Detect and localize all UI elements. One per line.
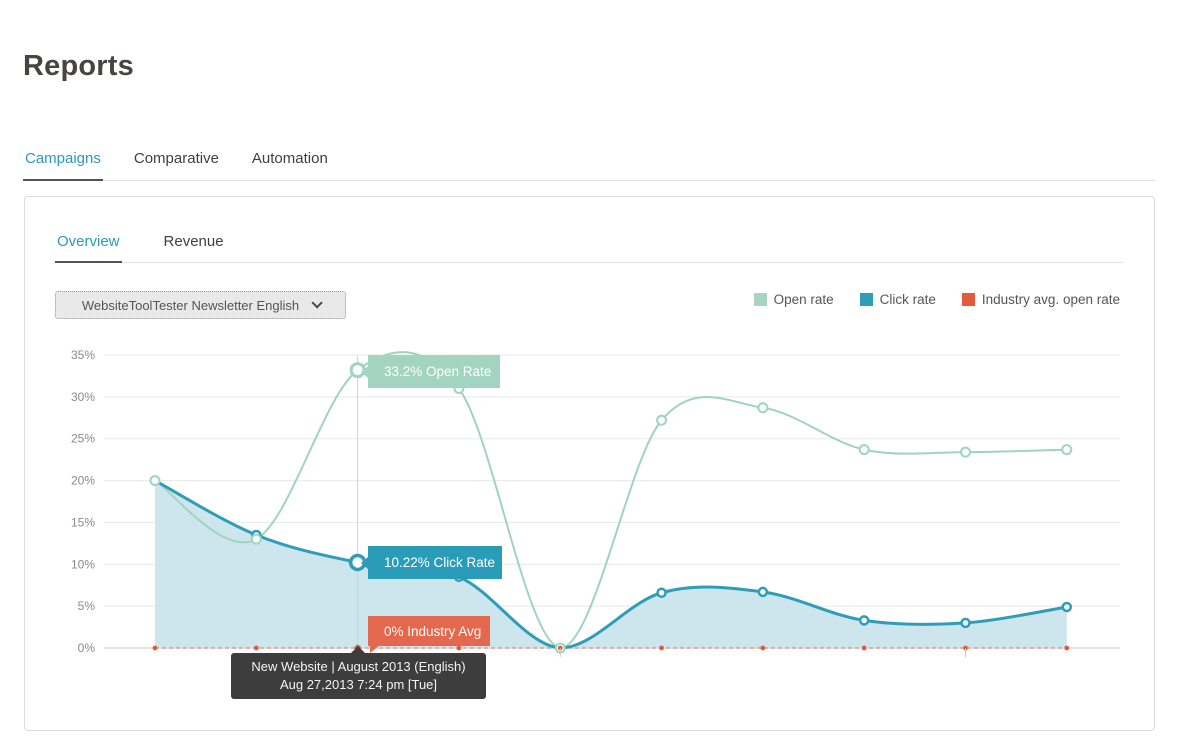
y-axis-label: 15% xyxy=(71,515,95,529)
campaign-chart: 0% 5% 10% 15% 20% 25% 30% 35% 33.2% Open Rate 1… xyxy=(55,340,1135,725)
legend-item-industry-avg[interactable]: Industry avg. open rate xyxy=(961,292,1120,307)
campaign-chart-svg[interactable]: 0% 5% 10% 15% 20% 25% 30% 35% xyxy=(55,340,1135,675)
tab-comparative[interactable]: Comparative xyxy=(133,150,219,167)
y-axis-label: 25% xyxy=(71,432,95,446)
y-axis-label: 30% xyxy=(71,390,95,404)
tab-revenue[interactable]: Revenue xyxy=(163,233,224,250)
tab-campaigns[interactable]: Campaigns xyxy=(23,148,103,181)
campaign-info-line2: Aug 27,2013 7:24 pm [Tue] xyxy=(279,677,438,692)
open-rate-point[interactable] xyxy=(656,414,668,426)
campaign-selector[interactable]: WebsiteToolTester Newsletter English xyxy=(55,291,346,319)
y-axis-label: 20% xyxy=(71,474,95,488)
chart-legend: Open rate Click rate Industry avg. open … xyxy=(753,292,1120,307)
tab-overview[interactable]: Overview xyxy=(55,231,122,263)
click-rate-point[interactable] xyxy=(858,615,870,626)
industry-avg-point[interactable] xyxy=(861,645,867,651)
click-rate-tooltip: 10.22% Click Rate xyxy=(368,546,502,579)
industry-avg-point[interactable] xyxy=(659,645,664,651)
open-rate-point[interactable] xyxy=(959,446,971,458)
campaign-selector-label: WebsiteToolTester Newsletter English xyxy=(81,297,300,313)
y-axis-label: 0% xyxy=(78,641,96,655)
click-rate-line xyxy=(154,479,1068,650)
open-rate-line xyxy=(154,351,1067,650)
industry-avg-point[interactable] xyxy=(456,645,462,651)
y-axis-label: 35% xyxy=(71,348,95,362)
industry-avg-point[interactable] xyxy=(152,645,158,651)
tab-automation[interactable]: Automation xyxy=(251,150,328,167)
click-rate-swatch-icon xyxy=(859,293,873,306)
industry-avg-point[interactable] xyxy=(760,645,766,651)
open-rate-point[interactable] xyxy=(1061,444,1073,456)
click-rate-point[interactable] xyxy=(960,617,971,629)
legend-label: Open rate xyxy=(773,292,834,307)
report-type-tabs: Campaigns Comparative Automation xyxy=(23,148,1155,181)
click-rate-point[interactable] xyxy=(1061,601,1073,613)
campaign-info-tooltip: New Website | August 2013 (English) Aug … xyxy=(231,646,486,699)
campaign-info-line1: New Website | August 2013 (English) xyxy=(251,659,466,674)
y-axis-label: 5% xyxy=(78,599,96,613)
open-rate-tooltip: 33.2% Open Rate xyxy=(368,355,500,388)
industry-avg-point[interactable] xyxy=(253,645,259,651)
click-rate-point[interactable] xyxy=(656,587,667,598)
industry-avg-point[interactable] xyxy=(1064,645,1070,651)
click-rate-area xyxy=(155,480,1067,648)
open-rate-point[interactable] xyxy=(757,402,769,414)
chevron-down-icon xyxy=(311,297,323,309)
report-view-tabs: Overview Revenue xyxy=(55,231,1124,263)
industry-avg-tooltip: 0% Industry Avg xyxy=(368,616,490,653)
open-rate-point[interactable] xyxy=(149,475,161,487)
click-rate-point[interactable] xyxy=(757,586,769,598)
legend-item-click-rate[interactable]: Click rate xyxy=(859,292,936,307)
page-title: Reports xyxy=(23,50,134,82)
industry-avg-swatch-icon xyxy=(961,293,975,306)
legend-label: Industry avg. open rate xyxy=(981,292,1120,307)
open-rate-point[interactable] xyxy=(858,444,870,456)
legend-label: Click rate xyxy=(879,292,936,307)
legend-item-open-rate[interactable]: Open rate xyxy=(753,292,834,307)
open-rate-point[interactable] xyxy=(250,533,262,545)
y-axis-label: 10% xyxy=(71,557,95,571)
open-rate-swatch-icon xyxy=(753,293,767,306)
